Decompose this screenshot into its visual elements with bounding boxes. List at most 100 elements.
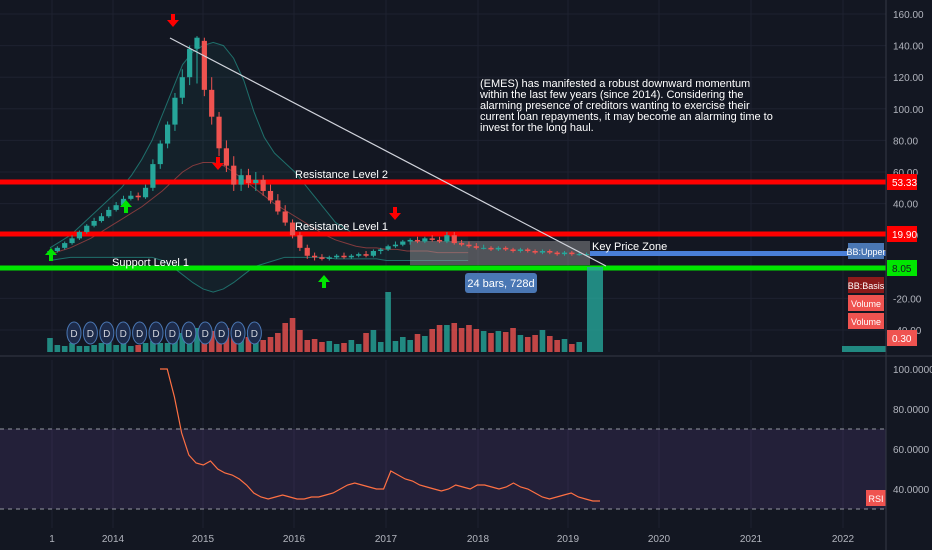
candle-body bbox=[260, 179, 266, 191]
dividend-marker-label: D bbox=[103, 329, 110, 340]
resistance-level-1-label: Resistance Level 1 bbox=[295, 221, 388, 233]
candle-body bbox=[392, 244, 399, 247]
candle-body bbox=[326, 257, 332, 259]
candle-body bbox=[319, 257, 325, 259]
volume-bar bbox=[172, 340, 178, 352]
candle-body bbox=[201, 40, 207, 90]
price-tick-label: 40.00 bbox=[893, 200, 918, 211]
volume-bar bbox=[282, 323, 288, 352]
candle-body bbox=[76, 232, 82, 239]
volume-bar bbox=[91, 345, 97, 352]
volume-bar bbox=[436, 325, 443, 352]
candle-body bbox=[334, 255, 340, 258]
volume-bar bbox=[377, 342, 384, 352]
rsi-tick-label: 80.0000 bbox=[893, 405, 930, 416]
resistance-1-price-label: 19.90 bbox=[892, 230, 917, 241]
candle-body bbox=[128, 195, 134, 199]
dividend-marker-icon[interactable] bbox=[164, 321, 180, 345]
last-price-label: 8.05 bbox=[892, 264, 912, 275]
volume-bar bbox=[260, 340, 266, 352]
volume-bar bbox=[502, 332, 509, 352]
price-levels bbox=[0, 179, 886, 271]
candle-body bbox=[503, 247, 509, 250]
candle-body bbox=[459, 243, 465, 245]
dividend-marker-icon[interactable] bbox=[181, 321, 197, 345]
price-tick-label: 140.00 bbox=[893, 42, 924, 53]
dividend-marker-label: D bbox=[169, 329, 176, 340]
volume-bar bbox=[61, 346, 68, 352]
candle-body bbox=[187, 48, 193, 78]
resistance-level-2-label: Resistance Level 2 bbox=[295, 169, 388, 181]
candle-body bbox=[69, 238, 75, 244]
volume-bar bbox=[392, 341, 399, 352]
candle-body bbox=[84, 225, 90, 233]
dividend-marker-icon[interactable] bbox=[230, 321, 246, 345]
overlays: Resistance Level 2 Resistance Level 1 Supp… bbox=[45, 14, 667, 345]
buy-arrow-icon bbox=[318, 275, 330, 288]
time-tick-label: 2014 bbox=[102, 534, 125, 545]
candle-body bbox=[363, 254, 369, 256]
candle-body bbox=[429, 238, 435, 240]
candle-body bbox=[275, 200, 281, 212]
candle-body bbox=[120, 198, 127, 206]
volume-bar bbox=[363, 333, 369, 352]
sell-arrow-icon bbox=[167, 14, 179, 27]
volume-bar bbox=[561, 339, 568, 352]
volume-bar bbox=[47, 338, 53, 352]
candle-body bbox=[231, 165, 237, 185]
candle-body bbox=[165, 124, 171, 144]
candle-body bbox=[356, 254, 362, 256]
time-tick-label: 2022 bbox=[832, 534, 855, 545]
volume-bar bbox=[422, 336, 428, 352]
candle-body bbox=[414, 239, 421, 242]
resistance-level-2-line bbox=[0, 179, 886, 185]
dividend-marker-icon[interactable] bbox=[115, 321, 131, 345]
candle-body bbox=[451, 235, 457, 244]
candle-body bbox=[179, 77, 185, 98]
candle-body bbox=[267, 190, 274, 201]
candle-body bbox=[282, 211, 288, 223]
series-tag-box bbox=[848, 295, 884, 311]
bb-fill bbox=[50, 42, 469, 293]
candle-body bbox=[142, 187, 149, 198]
candle-body bbox=[495, 247, 501, 250]
dividend-marker-icon[interactable] bbox=[148, 321, 164, 345]
volume-bar bbox=[488, 333, 494, 352]
volume-bar bbox=[128, 346, 134, 352]
volume-bar bbox=[451, 323, 458, 352]
dividend-marker-label: D bbox=[70, 329, 77, 340]
resistance-1-price-label-box bbox=[887, 226, 917, 242]
dividend-marker-label: D bbox=[120, 329, 127, 340]
dividend-marker-label: D bbox=[234, 329, 241, 340]
volume-bar bbox=[444, 325, 450, 352]
volume-bars bbox=[47, 267, 886, 352]
sell-arrow-icon bbox=[389, 207, 401, 220]
buy-arrow-icon bbox=[45, 248, 57, 261]
volume-bar bbox=[576, 342, 582, 352]
dividend-marker-icon[interactable] bbox=[246, 321, 262, 345]
volume-bar bbox=[385, 292, 391, 352]
candle-body bbox=[466, 244, 472, 247]
volume-bar bbox=[414, 334, 421, 352]
price-tick-label: 80.00 bbox=[893, 136, 918, 147]
candle-body bbox=[289, 222, 296, 236]
candle-body bbox=[304, 247, 310, 256]
volume-bar bbox=[495, 331, 502, 352]
dividend-marker-label: D bbox=[202, 329, 209, 340]
trend-line bbox=[169, 37, 607, 267]
volume-bar bbox=[429, 329, 435, 352]
volume-bar bbox=[370, 330, 377, 352]
dividend-marker-icon[interactable] bbox=[99, 321, 115, 345]
time-tick-label: 2018 bbox=[467, 534, 490, 545]
candle-body bbox=[216, 116, 222, 149]
volume-bar-current bbox=[842, 346, 886, 352]
dividend-marker-icon[interactable] bbox=[132, 321, 148, 345]
candle-body bbox=[194, 37, 200, 49]
series-tag-box bbox=[848, 277, 884, 293]
dividend-marker-icon[interactable] bbox=[66, 321, 82, 345]
dividend-marker-icon[interactable] bbox=[197, 321, 213, 345]
dividend-marker-icon[interactable] bbox=[82, 321, 98, 345]
dividend-marker-icon[interactable] bbox=[214, 321, 230, 345]
volume-bar bbox=[54, 345, 61, 352]
